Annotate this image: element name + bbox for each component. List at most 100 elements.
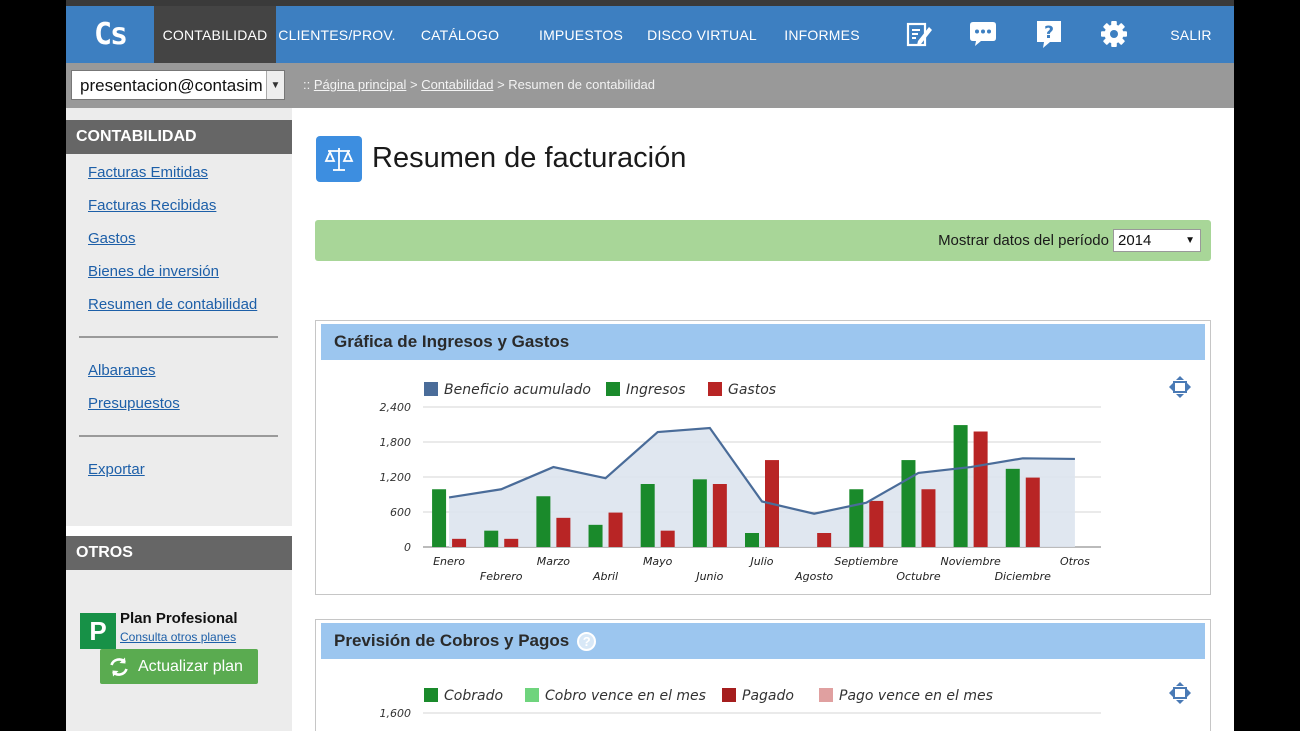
nav-catalogo[interactable]: CATÁLOGO xyxy=(420,26,500,43)
bar-ingresos xyxy=(536,496,551,547)
bar-gastos xyxy=(712,484,727,547)
sidebar-item-presupuestos[interactable]: Presupuestos xyxy=(88,395,180,412)
period-select[interactable]: 2014 ▼ xyxy=(1113,229,1201,252)
bar-ingresos xyxy=(432,489,447,547)
period-value: 2014 xyxy=(1118,232,1152,249)
bar-ingresos xyxy=(640,484,655,547)
refresh-icon xyxy=(110,657,128,676)
chevron-down-icon[interactable]: ▼ xyxy=(266,71,284,99)
panel-title: Gráfica de Ingresos y Gastos xyxy=(334,332,570,351)
svg-text:?: ? xyxy=(1044,23,1054,43)
bar-ingresos xyxy=(588,524,603,547)
update-plan-button[interactable]: Actualizar plan xyxy=(100,649,258,684)
breadcrumb-separator: > xyxy=(493,77,509,92)
period-label: Mostrar datos del período xyxy=(938,232,1109,249)
x-tick-label: Marzo xyxy=(537,555,571,568)
chat-icon[interactable] xyxy=(967,18,999,50)
app-logo[interactable]: Cs xyxy=(93,17,128,52)
sidebar-item-resumen-contabilidad[interactable]: Resumen de contabilidad xyxy=(88,296,258,313)
y-tick-label: 1,800 xyxy=(380,436,412,449)
bar-ingresos xyxy=(953,425,968,547)
top-navbar: Cs CONTABILIDAD CLIENTES/PROV. CATÁLOGO … xyxy=(66,6,1234,63)
gear-icon[interactable] xyxy=(1098,18,1130,50)
nav-clientes-prov[interactable]: CLIENTES/PROV. xyxy=(278,26,396,43)
bar-gastos xyxy=(608,512,623,547)
plan-badge: P xyxy=(80,613,116,649)
collections-payments-panel: Previsión de Cobros y Pagos ? Cobrado Cob… xyxy=(315,619,1211,731)
collections-payments-chart: Cobrado Cobro vence en el mes Pagado Pago v… xyxy=(380,688,1101,720)
legend-swatch xyxy=(424,382,438,396)
y-tick-label: 600 xyxy=(390,506,411,519)
nav-impuestos[interactable]: IMPUESTOS xyxy=(538,26,623,43)
sidebar-section-otros: OTROS xyxy=(66,536,292,570)
panel-header: Gráfica de Ingresos y Gastos xyxy=(321,324,1205,360)
bar-ingresos xyxy=(692,479,707,547)
legend-label: Ingresos xyxy=(626,382,685,398)
breadcrumb: :: Página principal > Contabilidad > Res… xyxy=(303,77,655,92)
bar-ingresos xyxy=(745,533,759,547)
y-tick-label: 1,200 xyxy=(380,471,412,484)
sidebar-item-exportar[interactable]: Exportar xyxy=(88,461,145,478)
x-tick-label: Diciembre xyxy=(995,570,1052,583)
legend-label: Gastos xyxy=(728,382,776,398)
x-tick-label: Noviembre xyxy=(940,555,1001,568)
sidebar-divider xyxy=(79,336,278,338)
sidebar-item-facturas-recibidas[interactable]: Facturas Recibidas xyxy=(88,197,217,214)
expand-icon[interactable] xyxy=(1168,681,1192,705)
x-tick-label: Agosto xyxy=(794,570,833,583)
sub-header-bar: presentacion@contasim ▼ :: Página princi… xyxy=(66,63,1234,108)
bar-gastos xyxy=(556,517,571,547)
legend-swatch xyxy=(606,382,620,396)
page-title: Resumen de facturación xyxy=(372,142,687,174)
sidebar-item-bienes-inversion[interactable]: Bienes de inversión xyxy=(88,263,219,280)
nav-disco-virtual[interactable]: DISCO VIRTUAL xyxy=(647,26,757,43)
legend-swatch xyxy=(424,688,438,702)
bar-ingresos xyxy=(484,530,499,547)
x-tick-label: Junio xyxy=(694,570,723,583)
y-tick-label: 0 xyxy=(404,541,411,554)
sidebar-item-gastos[interactable]: Gastos xyxy=(88,230,136,247)
legend-label: Pago vence en el mes xyxy=(839,688,993,704)
bar-ingresos xyxy=(1005,468,1020,547)
bar-ingresos xyxy=(901,460,916,547)
other-plans-link[interactable]: Consulta otros planes xyxy=(120,630,237,644)
x-tick-label: Febrero xyxy=(480,570,523,583)
period-filter-bar: Mostrar datos del período 2014 ▼ xyxy=(315,220,1211,261)
user-selector[interactable]: presentacion@contasim ▼ xyxy=(71,70,285,100)
help-icon[interactable]: ? xyxy=(1033,18,1065,50)
breadcrumb-separator: > xyxy=(406,77,422,92)
bar-gastos xyxy=(452,538,467,547)
bar-gastos xyxy=(504,538,519,547)
x-tick-label: Abril xyxy=(592,570,618,583)
edit-icon[interactable] xyxy=(903,18,935,50)
panel-header: Previsión de Cobros y Pagos ? xyxy=(321,623,1205,659)
y-tick-label: 1,600 xyxy=(380,707,412,720)
expand-icon[interactable] xyxy=(1168,375,1192,399)
legend-swatch xyxy=(722,688,736,702)
nav-informes[interactable]: INFORMES xyxy=(784,26,860,43)
breadcrumb-prefix: :: xyxy=(303,77,314,92)
sidebar-gap xyxy=(66,526,292,538)
legend-swatch xyxy=(525,688,539,702)
bar-gastos xyxy=(817,533,832,547)
x-tick-label: Mayo xyxy=(643,555,673,568)
breadcrumb-link-contabilidad[interactable]: Contabilidad xyxy=(421,77,494,92)
legend-label: Cobro vence en el mes xyxy=(545,688,706,704)
legend-label: Pagado xyxy=(742,688,794,704)
sidebar-item-facturas-emitidas[interactable]: Facturas Emitidas xyxy=(88,164,209,181)
x-tick-label: Septiembre xyxy=(834,555,898,568)
sidebar: CONTABILIDAD Facturas Emitidas Facturas … xyxy=(66,108,292,731)
app-window: Cs CONTABILIDAD CLIENTES/PROV. CATÁLOGO … xyxy=(66,0,1234,731)
logout-button[interactable]: SALIR xyxy=(1170,26,1212,43)
balance-scale-icon xyxy=(316,136,362,182)
bar-gastos xyxy=(973,431,988,547)
breadcrumb-link-home[interactable]: Página principal xyxy=(313,77,407,92)
nav-contabilidad[interactable]: CONTABILIDAD xyxy=(154,6,276,63)
beneficio-area xyxy=(449,428,1075,547)
sidebar-item-albaranes[interactable]: Albaranes xyxy=(88,362,156,379)
x-tick-label: Otros xyxy=(1060,555,1090,568)
plan-title: Plan Profesional xyxy=(120,610,238,627)
main-content: Resumen de facturación Mostrar datos del… xyxy=(292,108,1234,731)
help-icon[interactable]: ? xyxy=(577,631,597,651)
top-border xyxy=(66,0,1234,6)
